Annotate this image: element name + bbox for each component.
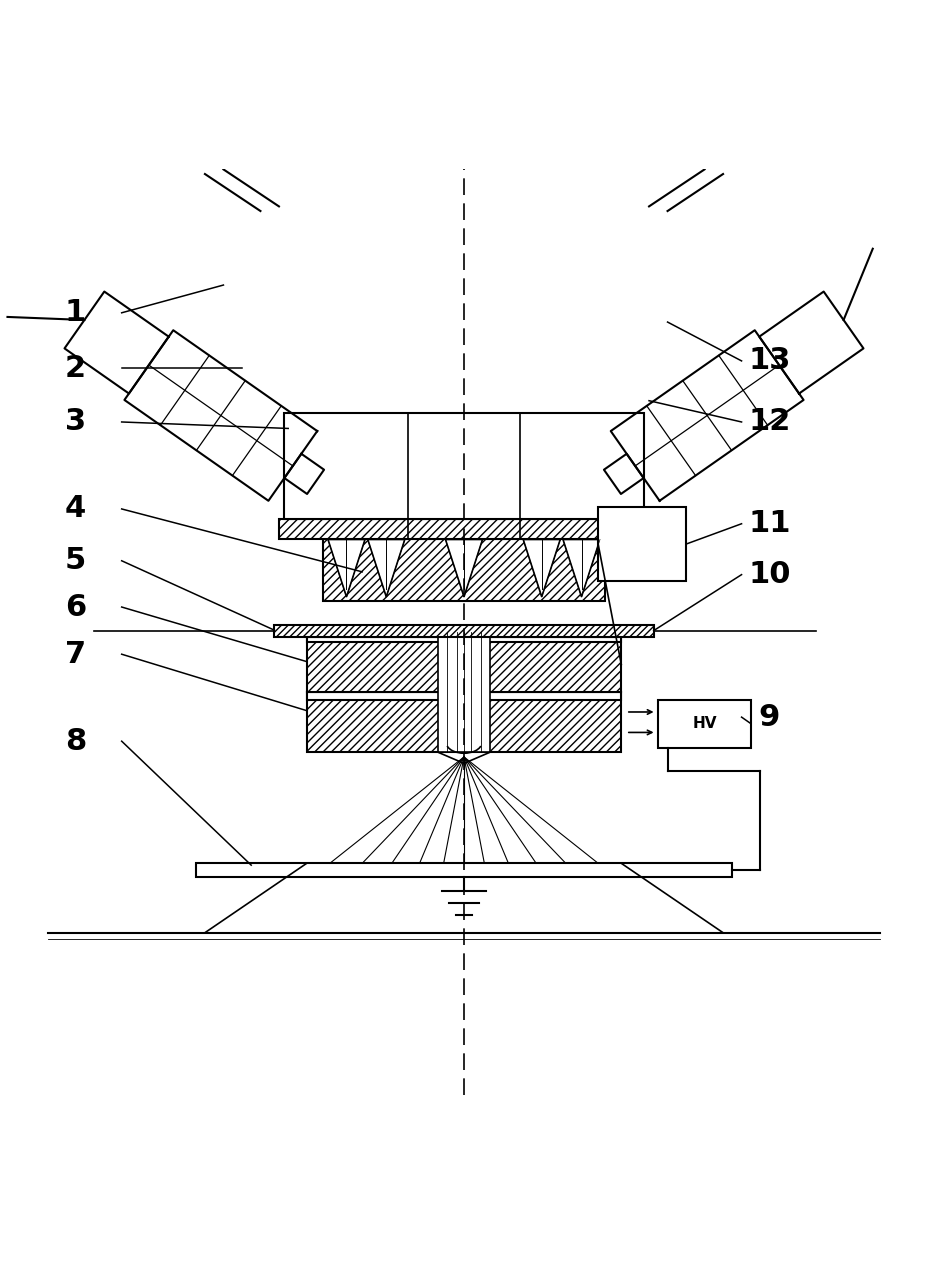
Text: 13: 13 (747, 346, 790, 375)
Text: 6: 6 (65, 593, 86, 622)
Text: 4: 4 (65, 494, 86, 523)
Polygon shape (445, 540, 482, 597)
Text: 3: 3 (65, 407, 86, 436)
Text: 5: 5 (65, 546, 86, 575)
Bar (657, 699, 750, 747)
Text: 1: 1 (65, 298, 86, 327)
Polygon shape (323, 540, 604, 602)
Polygon shape (523, 540, 560, 597)
Text: 8: 8 (65, 727, 86, 756)
Polygon shape (367, 540, 404, 597)
Bar (196, 863, 731, 877)
Text: 12: 12 (747, 407, 790, 436)
Bar (284, 413, 643, 520)
Polygon shape (327, 540, 364, 597)
Text: 7: 7 (65, 640, 86, 669)
Bar (307, 637, 620, 642)
Text: 10: 10 (747, 560, 790, 589)
Text: 2: 2 (65, 354, 86, 383)
Text: 11: 11 (747, 509, 790, 538)
Polygon shape (274, 624, 653, 637)
Text: HV: HV (692, 717, 716, 731)
Polygon shape (563, 540, 600, 597)
Text: 9: 9 (757, 703, 780, 732)
Bar (598, 507, 685, 581)
Polygon shape (279, 520, 648, 540)
Bar (438, 632, 489, 752)
Polygon shape (307, 693, 620, 752)
Polygon shape (307, 637, 620, 693)
Bar (307, 693, 620, 699)
